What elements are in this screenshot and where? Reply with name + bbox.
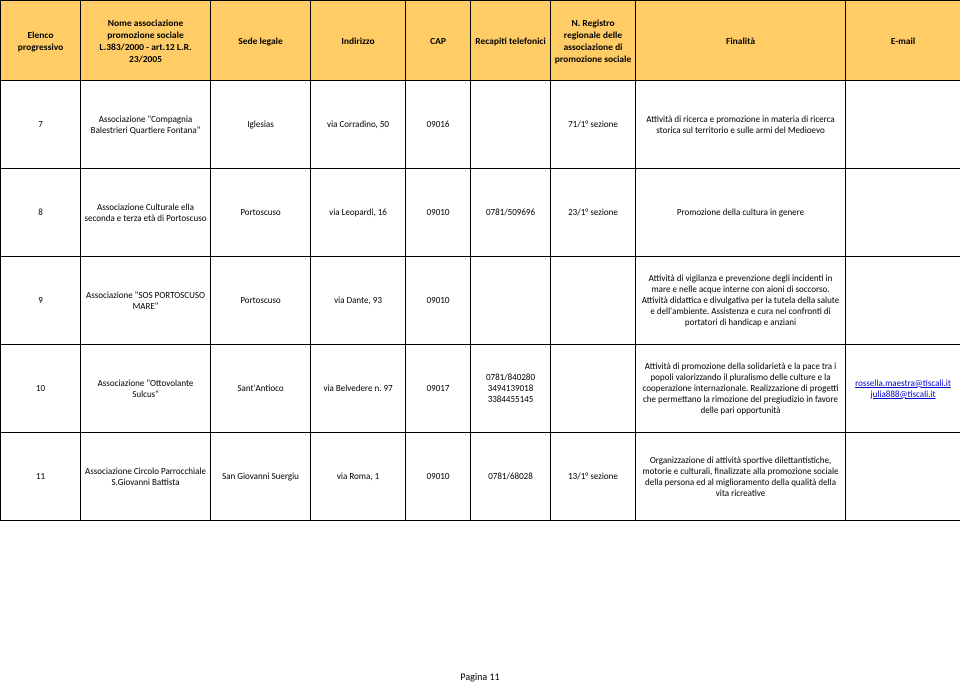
cell-recapiti [471,81,551,169]
cell-cap: 09010 [406,169,471,257]
cell-nome: Associazione Circolo Parrocchiale S.Giov… [81,433,211,521]
email-link[interactable]: julia888@tiscali.it [870,389,935,400]
cell-cap: 09017 [406,345,471,433]
header-email: E-mail [846,1,960,81]
cell-nome: Associazione "Ottovolante Sulcus" [81,345,211,433]
cell-indirizzo: via Dante, 93 [311,257,406,345]
cell-sede: Iglesias [211,81,311,169]
cell-sede: Portoscuso [211,257,311,345]
table-row: 11 Associazione Circolo Parrocchiale S.G… [1,433,960,521]
table-row: 9 Associazione "SOS PORTOSCUSO MARE" Por… [1,257,960,345]
cell-finalita: Organizzazione di attività sportive dile… [636,433,846,521]
header-registro: N. Registro regionale delle associazione… [551,1,636,81]
table-row: 8 Associazione Culturale ella seconda e … [1,169,960,257]
cell-sede: Sant'Antioco [211,345,311,433]
cell-email [846,433,960,521]
cell-cap: 09016 [406,81,471,169]
cell-recapiti: 0781/840280 3494139018 3384455145 [471,345,551,433]
cell-recapiti: 0781/68028 [471,433,551,521]
cell-indirizzo: via Roma, 1 [311,433,406,521]
page-container: Elenco progressivo Nome associazione pro… [0,0,960,689]
cell-elenco: 8 [1,169,81,257]
cell-email [846,169,960,257]
cell-recapiti: 0781/509696 [471,169,551,257]
cell-sede: Portoscuso [211,169,311,257]
cell-recapiti [471,257,551,345]
header-elenco: Elenco progressivo [1,1,81,81]
cell-registro: 23/1° sezione [551,169,636,257]
cell-finalita: Promozione della cultura in genere [636,169,846,257]
cell-email [846,81,960,169]
header-indirizzo: Indirizzo [311,1,406,81]
cell-registro [551,345,636,433]
associazioni-table: Elenco progressivo Nome associazione pro… [0,0,960,521]
header-cap: CAP [406,1,471,81]
header-recapiti: Recapiti telefonici [471,1,551,81]
cell-email: rossella.maestra@tiscali.it julia888@tis… [846,345,960,433]
header-row: Elenco progressivo Nome associazione pro… [1,1,960,81]
email-link[interactable]: rossella.maestra@tiscali.it [855,378,951,389]
cell-registro: 13/1° sezione [551,433,636,521]
cell-registro [551,257,636,345]
cell-nome: Associazione "Compagnia Balestrieri Quar… [81,81,211,169]
table-row: 7 Associazione "Compagnia Balestrieri Qu… [1,81,960,169]
cell-finalita: Attività di ricerca e promozione in mate… [636,81,846,169]
cell-indirizzo: via Leopardi, 16 [311,169,406,257]
cell-elenco: 9 [1,257,81,345]
cell-nome: Associazione Culturale ella seconda e te… [81,169,211,257]
cell-elenco: 10 [1,345,81,433]
cell-registro: 71/1° sezione [551,81,636,169]
cell-cap: 09010 [406,433,471,521]
cell-email [846,257,960,345]
table-body: 7 Associazione "Compagnia Balestrieri Qu… [1,81,960,521]
table-row: 10 Associazione "Ottovolante Sulcus" San… [1,345,960,433]
header-finalita: Finalità [636,1,846,81]
cell-elenco: 11 [1,433,81,521]
header-sede: Sede legale [211,1,311,81]
header-nome: Nome associazione promozione sociale L.3… [81,1,211,81]
cell-indirizzo: via Belvedere n. 97 [311,345,406,433]
cell-indirizzo: via Corradino, 50 [311,81,406,169]
cell-sede: San Giovanni Suergiu [211,433,311,521]
cell-elenco: 7 [1,81,81,169]
cell-nome: Associazione "SOS PORTOSCUSO MARE" [81,257,211,345]
cell-finalita: Attività di vigilanza e prevenzione degl… [636,257,846,345]
cell-cap: 09010 [406,257,471,345]
page-footer: Pagina 11 [0,670,960,683]
cell-finalita: Attività di promozione della solidarietà… [636,345,846,433]
